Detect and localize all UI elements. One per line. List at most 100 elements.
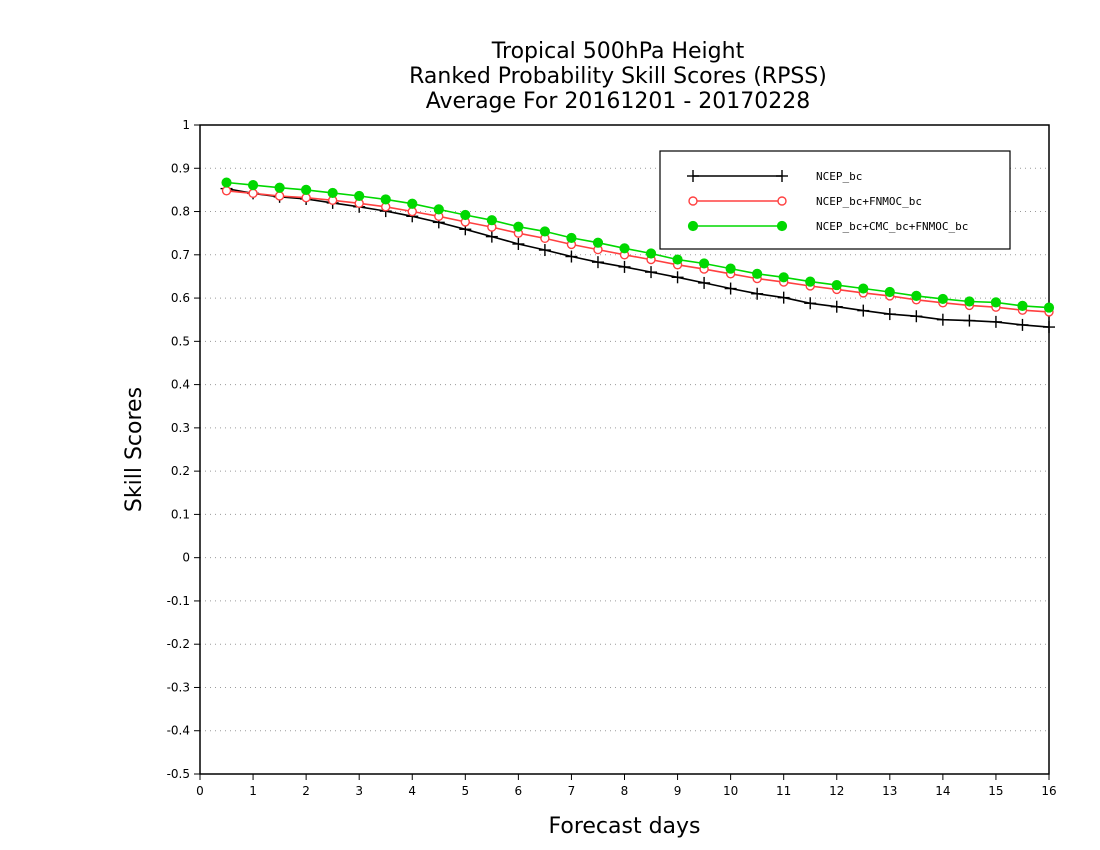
data-point-marker [936, 313, 949, 326]
y-tick-label: 0.1 [171, 507, 190, 521]
y-tick-label: -0.5 [167, 767, 190, 781]
x-tick-label: 16 [1041, 784, 1056, 798]
y-axis-label: Skill Scores [122, 387, 147, 512]
data-point-marker [274, 182, 285, 193]
data-point-marker [274, 191, 285, 201]
data-point-marker [485, 230, 498, 243]
data-point-marker [566, 232, 577, 244]
y-tick-label: 0.6 [171, 291, 190, 305]
series-NCEP_bc+CMC_bc+FNMOC_bc [221, 177, 1055, 313]
data-point-marker [592, 237, 604, 248]
data-point-marker [672, 254, 683, 265]
data-point-marker [301, 184, 312, 195]
x-axis-label: Forecast days [548, 814, 700, 839]
x-tick-label: 5 [461, 784, 469, 798]
data-point-marker [751, 287, 764, 300]
y-tick-label: 0.2 [171, 464, 190, 478]
x-tick-label: 13 [882, 784, 897, 798]
x-axis: 0 1 2 3 4 5 6 7 8 9 10 11 12 13 14 15 16 [196, 774, 1057, 798]
data-point-marker [433, 204, 444, 215]
data-point-marker [804, 297, 817, 310]
data-point-marker [1043, 302, 1055, 313]
data-point-marker [777, 196, 787, 206]
chart-title-line: Tropical 500hPa Height [491, 39, 745, 64]
x-tick-label: 12 [829, 784, 844, 798]
y-tick-label: 0 [182, 551, 190, 565]
x-tick-label: 11 [776, 784, 791, 798]
y-tick-label: 1 [182, 118, 190, 132]
y-tick-label: -0.3 [167, 680, 190, 694]
data-point-marker [1016, 318, 1029, 331]
data-point-marker [989, 315, 1002, 328]
data-point-marker [777, 291, 790, 304]
y-tick-label: 0.8 [171, 205, 190, 219]
data-point-marker [776, 170, 788, 182]
x-tick-label: 3 [355, 784, 363, 798]
data-point-marker [565, 250, 578, 263]
legend-entry: NCEP_bc [687, 170, 862, 183]
data-point-marker [857, 304, 870, 317]
data-point-marker [247, 180, 259, 191]
y-tick-label: 0.5 [171, 334, 190, 348]
data-point-marker [698, 276, 711, 289]
data-point-marker [539, 226, 551, 237]
chart-title-line: Ranked Probability Skill Scores (RPSS) [409, 64, 827, 89]
data-point-marker [688, 196, 698, 206]
data-point-marker [752, 268, 763, 279]
x-tick-label: 8 [621, 784, 629, 798]
data-point-marker [883, 308, 896, 321]
data-point-marker [354, 190, 365, 202]
data-point-marker [512, 237, 525, 250]
data-point-marker [407, 198, 418, 209]
y-tick-label: 0.7 [171, 248, 190, 262]
x-tick-label: 1 [249, 784, 257, 798]
x-tick-label: 14 [935, 784, 950, 798]
legend-label: NCEP_bc+CMC_bc+FNMOC_bc [816, 220, 968, 233]
legend-box [659, 150, 1011, 250]
x-tick-label: 15 [988, 784, 1003, 798]
y-tick-label: -0.2 [167, 637, 190, 651]
data-point-marker [687, 220, 699, 232]
data-point-marker [910, 310, 923, 323]
data-point-marker [778, 272, 789, 283]
data-point-marker [380, 194, 391, 205]
data-point-marker [831, 279, 842, 291]
y-axis: 1 0.9 0.8 0.7 0.6 0.5 0.4 0.3 0.2 0.1 0 -0.1 -0.2 -0.… [167, 118, 200, 781]
data-point-marker [724, 282, 737, 295]
legend-label: NCEP_bc+FNMOC_bc [816, 195, 922, 208]
data-point-marker [513, 221, 524, 232]
data-point-marker [221, 186, 232, 196]
series-layer [220, 177, 1055, 334]
data-point-marker [725, 263, 736, 274]
data-point-marker [937, 293, 948, 305]
x-tick-label: 4 [408, 784, 416, 798]
x-tick-label: 2 [302, 784, 310, 798]
data-point-marker [538, 244, 551, 257]
y-tick-label: 0.4 [171, 378, 190, 392]
data-point-marker [858, 283, 869, 294]
data-point-marker [645, 266, 658, 279]
x-tick-label: 6 [515, 784, 523, 798]
data-point-marker [645, 248, 657, 259]
data-point-marker [460, 209, 471, 221]
data-point-marker [591, 256, 604, 269]
legend-entry: NCEP_bc+CMC_bc+FNMOC_bc [687, 220, 968, 233]
data-point-marker [805, 276, 816, 287]
y-tick-label: 0.3 [171, 421, 190, 435]
data-point-marker [671, 271, 684, 284]
data-point-marker [776, 220, 788, 232]
data-point-marker [1043, 321, 1055, 334]
data-point-marker [486, 215, 497, 226]
x-tick-label: 9 [674, 784, 682, 798]
x-tick-label: 7 [568, 784, 576, 798]
data-point-marker [687, 170, 699, 182]
data-point-marker [884, 286, 895, 298]
chart-title-line: Average For 20161201 - 20170228 [426, 89, 811, 114]
y-tick-label: -0.4 [167, 724, 190, 738]
data-point-marker [1017, 300, 1028, 311]
data-point-marker [327, 187, 338, 199]
x-tick-label: 0 [196, 784, 204, 798]
legend-label: NCEP_bc [816, 170, 862, 183]
